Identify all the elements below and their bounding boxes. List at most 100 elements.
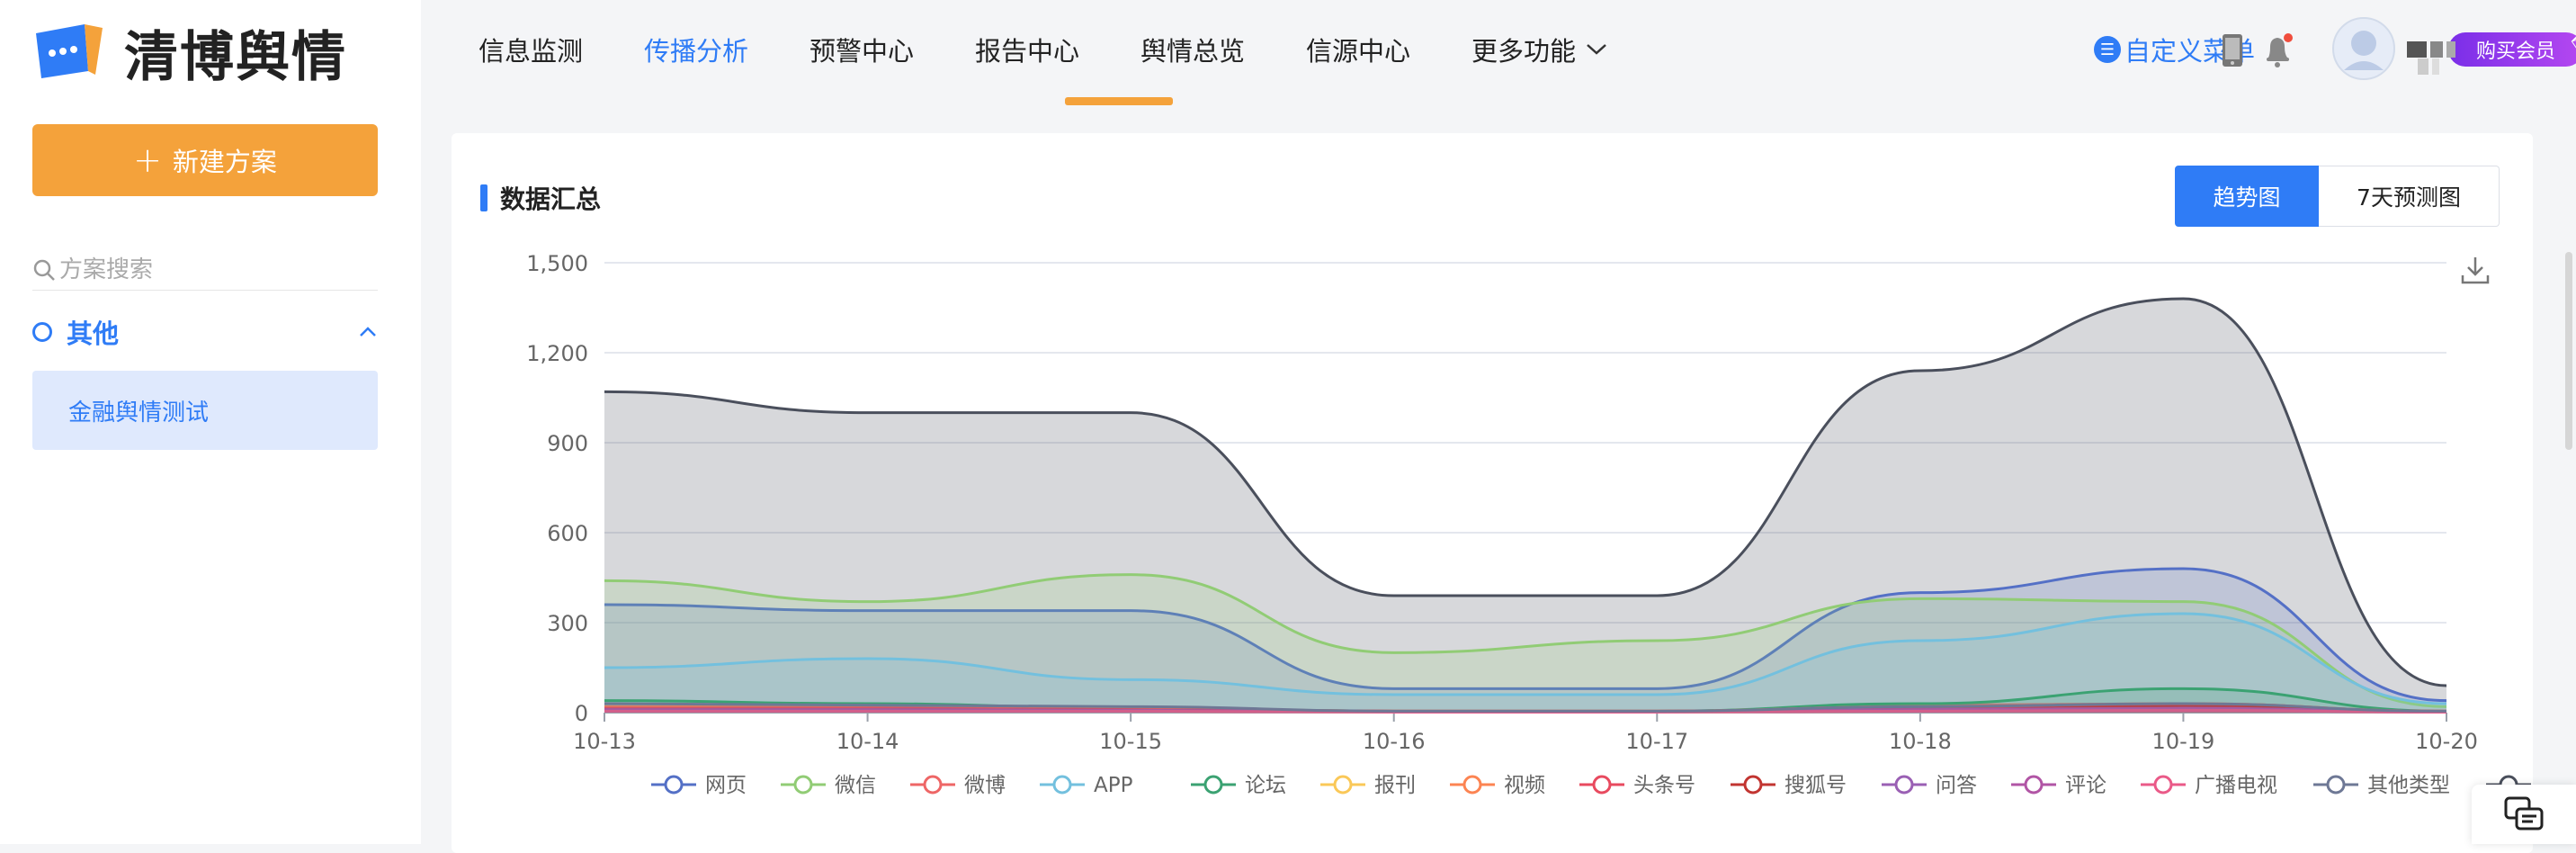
gem-icon <box>2571 36 2576 49</box>
title-accent-bar <box>480 184 487 211</box>
x-tick-label: 10-19 <box>2152 729 2215 754</box>
new-plan-button[interactable]: + 新建方案 <box>32 124 378 196</box>
page-scrollbar[interactable] <box>2565 252 2572 450</box>
legend-marker <box>1894 775 1914 795</box>
legend-marker <box>1052 775 1072 795</box>
legend-label: 微博 <box>964 774 1006 797</box>
nav-item-alerts[interactable]: 预警中心 <box>809 36 915 67</box>
nav-active-indicator <box>1065 97 1173 105</box>
y-tick-label: 300 <box>547 611 588 636</box>
legend-label: 网页 <box>705 774 747 797</box>
x-tick-label: 10-13 <box>573 729 636 754</box>
buy-vip-button[interactable]: 购买会员 <box>2448 31 2576 68</box>
search-icon <box>33 259 55 281</box>
legend-item: APP <box>1040 774 1133 797</box>
plan-item[interactable]: 金融舆情测试 <box>32 371 378 450</box>
plan-search <box>32 250 378 291</box>
legend-item: 其他类型 <box>2313 774 2450 797</box>
legend-marker <box>1333 775 1353 795</box>
x-tick-label: 10-15 <box>1099 729 1162 754</box>
x-axis: 10-13 10-14 10-15 10-16 10-17 10-18 10-19 10-20 <box>573 713 2478 754</box>
legend-label: 微信 <box>835 774 876 797</box>
chat-icon <box>2504 796 2544 831</box>
y-tick-label: 1,500 <box>526 251 588 276</box>
sidebar: 清博舆情 + 新建方案 其他 金融舆情测试 <box>0 0 421 844</box>
x-tick-label: 10-17 <box>1625 729 1688 754</box>
phone-icon[interactable] <box>2220 32 2245 68</box>
y-tick-label: 1,200 <box>526 341 588 366</box>
y-tick-label: 0 <box>575 701 588 726</box>
legend-item: 视频 <box>1450 774 1545 797</box>
series-line <box>604 573 2447 708</box>
vip-label: 购买会员 <box>2448 32 2576 67</box>
plan-search-input[interactable] <box>58 256 367 284</box>
series-line <box>604 297 2447 687</box>
series-line <box>604 567 2447 703</box>
legend-marker <box>2153 775 2173 795</box>
user-name-redacted[interactable] <box>2407 40 2479 75</box>
legend-item: 广播电视 <box>2141 774 2277 797</box>
legend-marker <box>1462 775 1482 795</box>
nav-item-sources[interactable]: 信源中心 <box>1306 36 1411 67</box>
y-tick-label: 600 <box>547 521 588 546</box>
tab-forecast[interactable]: 7天预测图 <box>2319 166 2500 227</box>
chart-legend: 网页微信微博APP论坛报刊视频头条号搜狐号问答评论广播电视其他类型全部 <box>651 774 2531 797</box>
card-title: 数据汇总 <box>480 180 601 216</box>
legend-label: 广播电视 <box>2195 774 2277 797</box>
nav-item-more[interactable]: 更多功能 <box>1471 31 1608 68</box>
x-tick-label: 10-20 <box>2415 729 2478 754</box>
legend-label: 搜狐号 <box>1784 774 1847 797</box>
chevron-up-icon[interactable] <box>358 326 378 338</box>
legend-label: 其他类型 <box>2367 774 2450 797</box>
data-summary-card: 数据汇总 趋势图 7天预测图 0 300 600 900 1,200 1,500 10-1… <box>452 133 2533 853</box>
y-tick-label: 900 <box>547 431 588 456</box>
legend-marker <box>664 775 684 795</box>
download-icon[interactable] <box>2459 254 2491 286</box>
y-axis: 0 300 600 900 1,200 1,500 <box>526 251 588 726</box>
chart-series <box>604 297 2447 714</box>
legend-marker <box>2024 775 2044 795</box>
legend-item: 评论 <box>2011 774 2106 797</box>
legend-marker <box>793 775 813 795</box>
legend-label: 论坛 <box>1245 774 1286 797</box>
chart-view-toggle: 趋势图 7天预测图 <box>2175 166 2500 227</box>
card-title-text: 数据汇总 <box>500 184 602 214</box>
series-line <box>604 612 2447 705</box>
legend-label: 问答 <box>1936 774 1977 797</box>
x-tick-label: 10-14 <box>836 729 899 754</box>
legend-label: 视频 <box>1504 774 1545 797</box>
nav-item-monitoring[interactable]: 信息监测 <box>479 36 584 67</box>
new-plan-label: 新建方案 <box>172 147 277 177</box>
group-header-other[interactable]: 其他 <box>32 310 378 355</box>
legend-item: 头条号 <box>1579 774 1695 797</box>
legend-label: 头条号 <box>1633 774 1695 797</box>
legend-marker <box>2326 775 2346 795</box>
legend-label: 评论 <box>2065 774 2106 797</box>
plus-icon: + <box>133 140 162 180</box>
legend-marker <box>1592 775 1612 795</box>
series-line <box>604 702 2447 713</box>
top-nav: 信息监测 传播分析 预警中心 报告中心 舆情总览 信源中心 更多功能 ☰ 自定义… <box>421 0 2576 106</box>
chat-float-button[interactable] <box>2472 785 2576 844</box>
tab-trend[interactable]: 趋势图 <box>2175 166 2319 227</box>
nav-item-propagation[interactable]: 传播分析 <box>644 36 749 67</box>
bell-icon[interactable] <box>2263 31 2294 68</box>
series-area <box>604 299 2446 713</box>
nav-more-label: 更多功能 <box>1471 36 1577 67</box>
avatar[interactable] <box>2331 16 2396 81</box>
logo-text: 清博舆情 <box>124 25 347 89</box>
legend-label: 报刊 <box>1374 774 1416 797</box>
legend-marker <box>923 775 943 795</box>
legend-item: 网页 <box>651 774 747 797</box>
legend-item: 报刊 <box>1320 774 1416 797</box>
chart-grid <box>604 262 2446 714</box>
logo[interactable]: 清博舆情 <box>32 18 347 89</box>
series-area <box>604 704 2446 713</box>
legend-item: 微信 <box>781 774 876 797</box>
nav-item-overview[interactable]: 舆情总览 <box>1140 36 1246 67</box>
x-tick-label: 10-16 <box>1363 729 1426 754</box>
x-tick-label: 10-18 <box>1889 729 1952 754</box>
legend-item: 论坛 <box>1191 774 1286 797</box>
nav-item-reports[interactable]: 报告中心 <box>975 36 1080 67</box>
